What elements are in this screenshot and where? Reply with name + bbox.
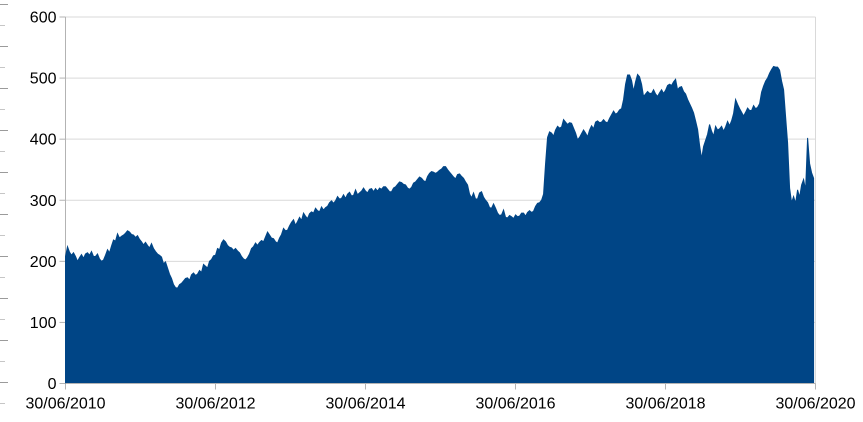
x-axis-label: 30/06/2014 — [325, 396, 405, 413]
ruler-tick — [0, 319, 5, 320]
ruler-tick — [0, 67, 5, 68]
y-axis-label: 500 — [30, 71, 57, 88]
y-axis-label: 0 — [48, 376, 57, 393]
ruler-tick — [0, 130, 8, 131]
ruler-tick — [0, 214, 8, 215]
ruler-tick — [0, 361, 5, 362]
y-axis-label: 100 — [30, 315, 57, 332]
vertical-ruler — [0, 0, 10, 422]
ruler-tick — [0, 382, 8, 383]
y-axis-label: 200 — [30, 254, 57, 271]
ruler-tick — [0, 235, 5, 236]
x-axis-label: 30/06/2020 — [775, 396, 855, 413]
ruler-tick — [0, 88, 8, 89]
ruler-tick — [0, 46, 8, 47]
ruler-tick — [0, 403, 5, 404]
ruler-tick — [0, 340, 8, 341]
y-axis-label: 600 — [30, 10, 57, 27]
y-axis-label: 300 — [30, 193, 57, 210]
y-axis-label: 400 — [30, 132, 57, 149]
area-series — [65, 65, 815, 384]
x-axis-label: 30/06/2016 — [475, 396, 555, 413]
ruler-tick — [0, 109, 5, 110]
ruler-tick — [0, 151, 5, 152]
ruler-tick — [0, 172, 8, 173]
x-axis-label: 30/06/2012 — [175, 396, 255, 413]
ruler-tick — [0, 4, 8, 5]
x-axis-label: 30/06/2018 — [625, 396, 705, 413]
ruler-tick — [0, 193, 5, 194]
ruler-tick — [0, 25, 5, 26]
ruler-tick — [0, 256, 8, 257]
x-axis-label: 30/06/2010 — [25, 396, 105, 413]
ruler-tick — [0, 298, 8, 299]
ruler-tick — [0, 277, 5, 278]
